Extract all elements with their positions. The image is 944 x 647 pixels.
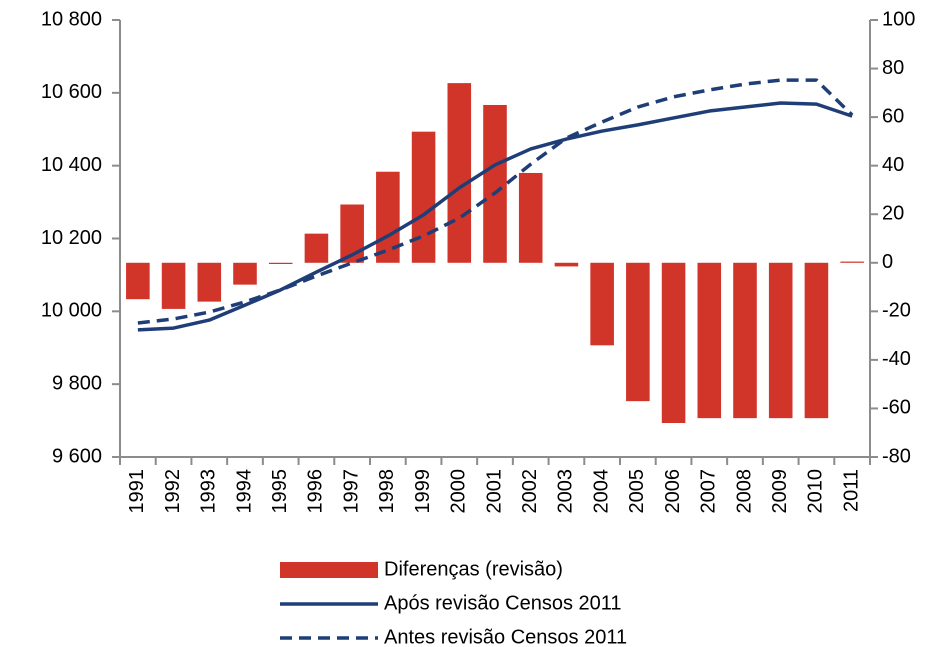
bar — [733, 262, 757, 419]
x-tick-label: 1997 — [340, 469, 362, 514]
bar — [483, 104, 507, 263]
y2-tick-label: -40 — [882, 348, 911, 370]
y2-tick-label: 100 — [882, 8, 915, 30]
y2-tick-label: -80 — [882, 445, 911, 467]
line — [137, 101, 853, 332]
line — [137, 78, 854, 325]
x-tick-label: 1996 — [305, 469, 327, 514]
bar — [840, 261, 864, 263]
legend-swatch — [280, 562, 378, 578]
bar — [268, 262, 293, 264]
x-tick-label: 1991 — [126, 469, 148, 514]
bar — [661, 262, 686, 424]
x-tick-label: 1998 — [376, 469, 398, 514]
bar — [447, 83, 472, 263]
bar — [697, 262, 722, 419]
y-tick-label: 10 000 — [41, 300, 102, 322]
legend-label: Após revisão Censos 2011 — [384, 592, 622, 614]
legend-label: Diferenças (revisão) — [384, 558, 563, 580]
bar — [340, 204, 364, 263]
x-tick-label: 2011 — [840, 469, 862, 512]
bar — [197, 262, 222, 302]
y2-tick-label: 0 — [882, 251, 893, 273]
x-tick-label: 2006 — [662, 469, 684, 514]
x-tick-label: 2009 — [769, 469, 791, 514]
y2-tick-label: 40 — [882, 154, 904, 176]
y-tick-label: 10 200 — [41, 227, 102, 249]
y-tick-label: 10 400 — [41, 154, 102, 176]
x-tick-label: 2001 — [483, 469, 505, 514]
x-tick-label: 2000 — [448, 469, 470, 514]
x-tick-label: 1992 — [162, 469, 184, 514]
bar — [411, 131, 436, 263]
x-tick-label: 2008 — [733, 469, 755, 514]
bar — [126, 262, 150, 300]
bar — [626, 262, 650, 402]
bar — [304, 233, 329, 263]
bar — [518, 172, 543, 263]
bar — [376, 171, 400, 263]
y-tick-label: 9 600 — [52, 445, 102, 467]
y-tick-label: 10 600 — [41, 81, 102, 103]
y2-tick-label: 60 — [882, 105, 904, 127]
y2-tick-label: 20 — [882, 203, 904, 225]
y-tick-label: 10 800 — [41, 8, 102, 30]
x-tick-label: 1993 — [198, 469, 220, 514]
x-tick-label: 2005 — [626, 469, 648, 514]
x-tick-label: 2007 — [698, 469, 720, 514]
bar — [804, 262, 829, 419]
bar — [590, 262, 614, 346]
legend-label: Antes revisão Censos 2011 — [384, 626, 627, 647]
x-tick-label: 2003 — [555, 469, 577, 514]
bar — [554, 262, 579, 267]
bar — [233, 262, 257, 285]
y2-tick-label: -20 — [882, 300, 911, 322]
y2-tick-label: -60 — [882, 397, 911, 419]
y-tick-label: 9 800 — [52, 372, 102, 394]
bar — [161, 262, 186, 309]
x-tick-label: 2002 — [519, 469, 541, 514]
x-tick-label: 1999 — [412, 469, 434, 514]
x-tick-label: 1995 — [269, 469, 291, 514]
bar — [768, 262, 793, 419]
y2-tick-label: 80 — [882, 57, 904, 79]
x-tick-label: 1994 — [233, 469, 255, 514]
x-tick-label: 2004 — [590, 469, 612, 514]
x-tick-label: 2010 — [805, 469, 827, 514]
